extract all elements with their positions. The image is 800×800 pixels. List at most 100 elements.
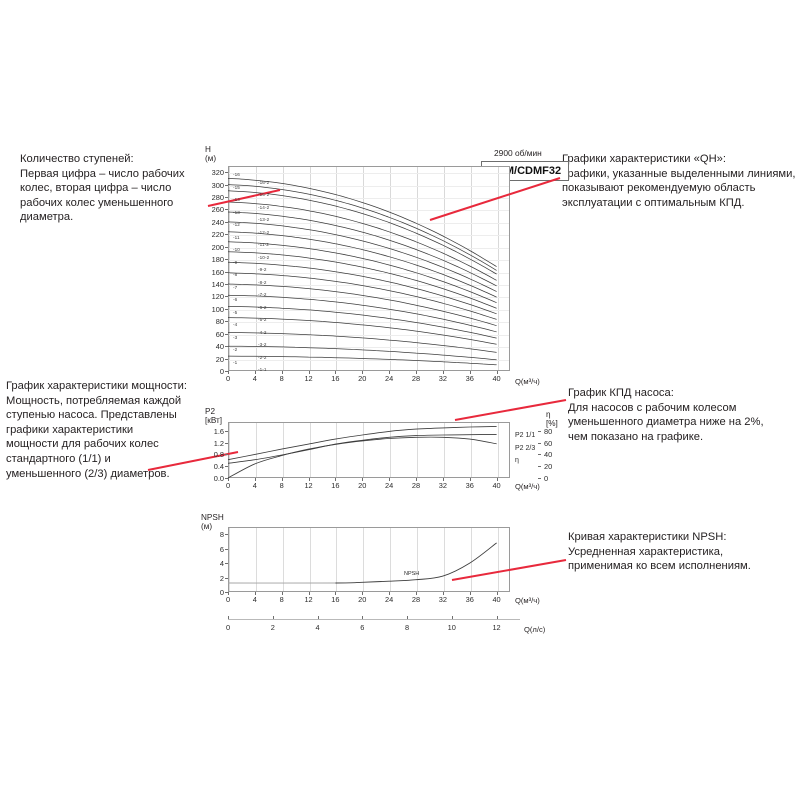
x-tickmark	[362, 371, 364, 374]
x-tick-label: 20	[358, 595, 367, 604]
y-tickmark	[225, 466, 228, 468]
x2-tick-label: 2	[270, 623, 275, 632]
x-tickmark	[308, 592, 310, 595]
x2-tickmark	[407, 616, 409, 619]
x-tick-label: 28	[411, 374, 421, 383]
x-tick-label: 32	[438, 595, 447, 604]
x2-tick-label: 12	[492, 623, 501, 632]
p2-series-label-2-3: P2 2/3	[515, 445, 536, 452]
y-tick-label: 8	[219, 530, 224, 540]
annotation-line: уменьшенного (2/3) диаметров.	[6, 467, 170, 480]
x-tick-label: 8	[279, 374, 284, 383]
annotation-stages: Количество ступеней: Первая цифра – числ…	[20, 152, 212, 225]
x-tick-label: 4	[252, 595, 257, 604]
x-tick-label: 8	[279, 481, 284, 490]
npsh-x-axis-label-ls: Q(л/с)	[524, 625, 546, 634]
y-tickmark	[225, 430, 228, 432]
annotation-line: Кривая характеристики NPSH:	[568, 531, 727, 543]
annotation-line: мощности для рабочих колес	[6, 438, 159, 451]
qh-stage-label-right: -8-2	[258, 279, 267, 285]
y-tickmark	[225, 197, 228, 199]
gridline-v	[497, 423, 499, 477]
x-tick-label: 36	[465, 374, 474, 383]
y2-tick-label: 60	[544, 438, 553, 448]
qh-stage-label-left: -5	[233, 309, 238, 315]
y-tick-label: 0	[219, 367, 224, 376]
p2-y-axis-label: P2 [кВт]	[205, 407, 223, 425]
y-tickmark	[225, 209, 228, 211]
annotation-line: График характеристики мощности:	[6, 380, 187, 392]
y2-tickmark	[538, 478, 541, 479]
y-tick-label: 6	[219, 544, 224, 554]
x-tickmark	[389, 371, 391, 374]
y-tick-label: 100	[211, 304, 224, 314]
y-tick-label: 180	[211, 255, 224, 265]
x2-tickmark	[362, 616, 364, 619]
y-tick-label: 0.8	[213, 450, 224, 460]
y-tick-label: 1.6	[213, 426, 224, 436]
x-tick-label: 16	[331, 481, 340, 490]
qh-stage-label-right: -13-2	[258, 217, 270, 223]
x-tickmark	[389, 478, 391, 481]
y-tick-label: 320	[211, 168, 224, 178]
x2-tick-label: 0	[225, 623, 231, 632]
y-tickmark	[225, 246, 228, 248]
annotation-line: эксплуатации с оптимальным КПД.	[562, 196, 745, 209]
qh-stage-label-left: -15	[233, 184, 240, 190]
x-tick-label: 20	[358, 374, 367, 383]
annotation-power: График характеристики мощности: Мощность…	[6, 379, 211, 481]
y2-tickmark	[538, 466, 541, 468]
x-tickmark	[335, 371, 337, 374]
x-tickmark	[281, 478, 283, 481]
qh-stage-label-left: -2	[233, 347, 238, 353]
annotation-line: рабочих колес уменьшенного	[20, 196, 174, 209]
x2-tick-label: 6	[360, 623, 365, 632]
x-tickmark	[335, 478, 337, 481]
x-tickmark	[389, 592, 391, 595]
annotation-line: стандартного (1/1) и	[6, 452, 111, 465]
y2-tickmark	[538, 454, 541, 456]
annotation-line: уменьшенного диаметра ниже на 2%,	[568, 416, 764, 429]
x2-tickmark	[272, 616, 274, 619]
y-tickmark	[225, 271, 228, 273]
y-tick-label: 120	[211, 292, 224, 302]
x-tick-label: 28	[411, 595, 421, 604]
x2-tickmark	[451, 616, 453, 619]
x-tickmark	[254, 592, 256, 595]
qh-stage-label-right: -2-2	[258, 354, 267, 360]
y-tickmark	[225, 577, 228, 579]
annotation-line: Первая цифра – число рабочих	[20, 167, 185, 180]
annotation-line: Усредненная характеристика,	[568, 545, 724, 558]
y-tickmark	[225, 284, 228, 286]
y-tick-label: 140	[211, 280, 224, 290]
y-tickmark	[225, 296, 228, 298]
y-tick-label: 2	[219, 573, 224, 583]
x-tickmark	[308, 478, 310, 481]
x-tickmark	[254, 371, 256, 374]
annotation-qh: Графики характеристики «QH»: Графики, ук…	[562, 152, 800, 210]
x-tickmark	[362, 478, 364, 481]
x-tickmark	[308, 371, 310, 374]
x-tick-label: 40	[492, 595, 501, 604]
x-tickmark	[496, 371, 498, 374]
x-tick-label: 4	[252, 374, 257, 383]
y-tickmark	[225, 592, 228, 593]
x-tickmark	[416, 478, 417, 481]
x-tick-label: 16	[331, 374, 340, 383]
qh-stage-label-right: -9-2	[258, 267, 267, 273]
qh-stage-label-right: -1-1	[258, 367, 267, 372]
gridline-v	[497, 167, 499, 370]
y2-tick-label: 40	[544, 450, 553, 460]
x-tick-label: 36	[465, 595, 474, 604]
npsh-x-axis-label: Q(м³/ч)	[515, 596, 540, 605]
qh-stage-label-left: -11	[233, 234, 240, 240]
y-tick-label: 240	[211, 217, 224, 227]
p2-series-label-eta: η	[515, 457, 519, 464]
x-tick-label: 0	[225, 481, 231, 490]
annotation-line: Графики характеристики «QH»:	[562, 153, 726, 165]
x-tickmark	[228, 592, 229, 595]
p2-series-label-1-1: P2 1/1	[515, 432, 536, 439]
x2-tick-label: 10	[447, 623, 456, 632]
qh-y-axis-label: H (м)	[205, 145, 217, 163]
y-tick-label: 4	[219, 559, 224, 569]
